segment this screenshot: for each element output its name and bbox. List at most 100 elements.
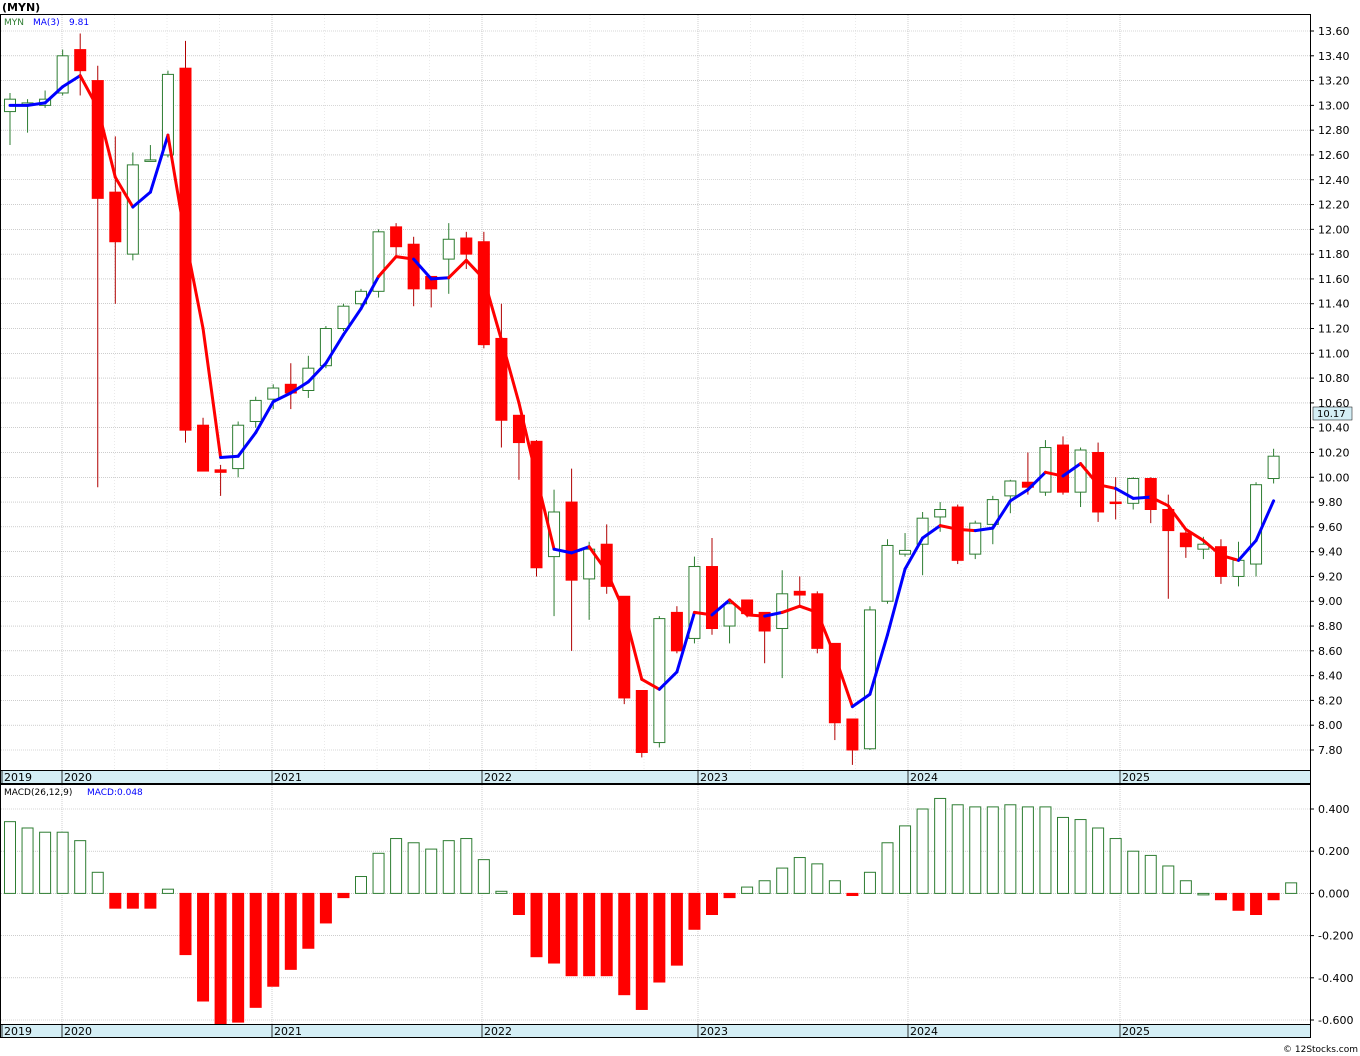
candle-up [1004, 480, 1017, 497]
macd-bar-negative [583, 892, 596, 977]
ma-segment [517, 401, 538, 479]
price-y-tick-label: 9.40 [1318, 546, 1343, 559]
moving-average-segments [8, 74, 1276, 709]
price-y-tick-label: 12.40 [1318, 174, 1350, 187]
ma-segment [1079, 462, 1100, 487]
candle-up [249, 399, 262, 422]
ma-segment [1237, 538, 1258, 562]
macd-bar-positive [1162, 865, 1175, 894]
ma-segment [96, 106, 117, 179]
price-y-tick-label: 12.00 [1318, 223, 1350, 236]
candle-up [337, 305, 350, 330]
ma-segment [1184, 527, 1205, 542]
candle-up [1074, 449, 1087, 493]
ma-segment [763, 610, 784, 618]
candle-down [758, 611, 771, 632]
ma-segment [359, 274, 381, 311]
ma-segment [622, 609, 644, 681]
ma-segment [868, 633, 889, 696]
macd-bar-negative [548, 892, 561, 964]
candle-up [319, 328, 332, 367]
ma-segment [1008, 488, 1030, 503]
macd-bar-positive [74, 840, 87, 894]
macd-x-axis: 2019 2020 2021 2022 2023 2024 2025 [1, 1025, 1150, 1038]
macd-bar-negative [530, 892, 543, 958]
ma-segment [1096, 483, 1118, 490]
candle-up [161, 73, 174, 156]
price-legend-symbol: MYN [4, 18, 24, 28]
price-x-tick-label: 2020 [64, 771, 92, 784]
candle-up [969, 522, 982, 555]
price-y-tick-label: 13.00 [1318, 99, 1350, 112]
ma-segment [1061, 462, 1083, 478]
price-y-tick-label: 11.00 [1318, 347, 1350, 360]
candle-up [302, 367, 315, 392]
ma-segment [254, 400, 275, 435]
price-y-tick-label: 10.80 [1318, 372, 1350, 385]
ma-segment [201, 327, 223, 459]
macd-bar-negative [197, 892, 210, 1002]
ma-segment [219, 454, 240, 459]
macd-bar-positive [1039, 806, 1052, 894]
macd-bar-negative [284, 892, 297, 970]
macd-bar-positive [1285, 882, 1298, 894]
macd-bar-positive [916, 808, 929, 894]
candle-up [653, 618, 666, 744]
candle-down [1057, 444, 1069, 493]
price-x-axis-band [0, 770, 1311, 784]
candle-down [460, 237, 473, 255]
candle-up [934, 509, 947, 518]
price-legend-ma-value: 9.81 [69, 18, 89, 28]
candle-down [828, 642, 841, 724]
ma-segment [850, 692, 872, 709]
candle-up [1039, 447, 1052, 493]
ma-segment [745, 613, 767, 618]
ma-segment [377, 255, 398, 278]
candle-down [407, 243, 420, 290]
macd-bar-positive [495, 890, 508, 894]
price-y-tick-label: 7.80 [1318, 744, 1343, 757]
macd-y-tick-label: -0.400 [1318, 972, 1353, 985]
ma-segment [1219, 553, 1240, 562]
macd-bar-positive [1197, 892, 1210, 896]
macd-bar-positive [1092, 827, 1105, 894]
ma-segment [1149, 495, 1170, 508]
candle-up [899, 549, 912, 555]
candle-up [881, 544, 894, 602]
ma-segment [236, 431, 258, 458]
ma-segment [921, 524, 942, 540]
macd-bar-positive [407, 842, 420, 894]
macd-bar-positive [1021, 806, 1034, 894]
candle-down [197, 424, 210, 472]
macd-bar-negative [723, 892, 736, 899]
ma-segment [26, 101, 47, 107]
price-y-tick-label: 8.80 [1318, 620, 1343, 633]
macd-y-tick-label: 0.400 [1318, 803, 1350, 816]
candle-down [706, 566, 718, 630]
candle-up [1232, 559, 1245, 577]
ma-segment [271, 391, 293, 404]
ma-segment [78, 74, 100, 110]
macd-bar-positive [39, 831, 52, 894]
macd-bar-positive [1074, 819, 1087, 894]
candle-down [390, 226, 403, 248]
macd-x-tick-label: 2025 [1122, 1025, 1150, 1038]
ma-segment [973, 526, 995, 533]
ma-segment [412, 257, 433, 281]
candle-up [1250, 484, 1263, 565]
last-price-tag: 10.17 [1317, 409, 1346, 420]
price-x-tick-label: 2024 [910, 771, 938, 784]
ma-segment [815, 610, 837, 658]
price-y-tick-label: 9.60 [1318, 521, 1343, 534]
ma-segment [675, 610, 696, 674]
ma-segment [833, 654, 854, 709]
macd-bar-negative [267, 892, 280, 987]
macd-bar-negative [179, 892, 192, 956]
candle-up [442, 238, 455, 260]
macd-x-tick-label: 2024 [910, 1025, 938, 1038]
macd-bar-positive [828, 880, 841, 894]
ma-segment [692, 610, 714, 617]
macd-bar-positive [372, 852, 385, 894]
chart-title: (MYN) [2, 1, 40, 14]
macd-bar-negative [1250, 892, 1263, 916]
